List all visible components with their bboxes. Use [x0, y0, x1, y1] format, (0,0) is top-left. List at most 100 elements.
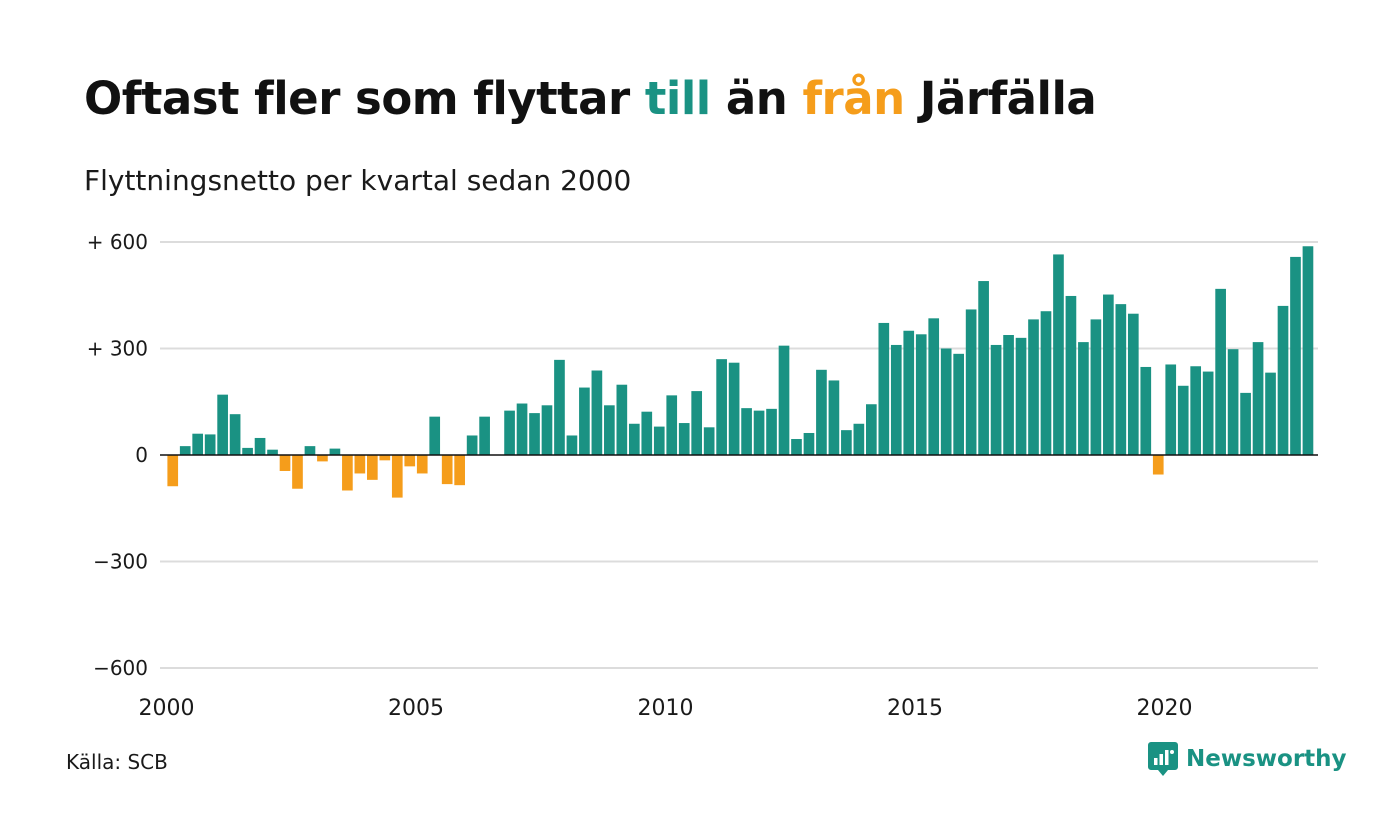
bar-2015Q3 [940, 348, 952, 455]
bar-2014Q1 [866, 404, 877, 455]
bar-2001Q2 [229, 414, 241, 455]
bar-2010Q4 [703, 427, 715, 455]
bar-2013Q2 [828, 380, 840, 455]
title-part-3: Järfälla [904, 72, 1097, 125]
bar-2002Q4 [304, 446, 316, 456]
bar-2018Q2 [1078, 342, 1089, 455]
x-tick-label: 2020 [1137, 696, 1193, 721]
bar-2010Q2 [678, 423, 690, 455]
y-tick-label: −600 [93, 656, 148, 680]
bar-2018Q4 [1103, 294, 1114, 455]
bar-2009Q3 [641, 411, 653, 455]
bar-2001Q1 [217, 394, 228, 455]
bar-2004Q2 [379, 455, 391, 461]
x-tick-label: 2010 [638, 696, 694, 721]
bar-2002Q1 [267, 449, 278, 455]
bar-2001Q3 [242, 447, 253, 455]
x-tick-label: 2005 [388, 696, 444, 721]
bar-2012Q1 [766, 408, 777, 455]
bar-2020Q3 [1190, 366, 1202, 455]
bar-2005Q4 [454, 455, 465, 486]
y-tick-label: −300 [93, 550, 148, 574]
bar-2019Q4 [1152, 455, 1164, 475]
bar-2008Q1 [566, 435, 578, 455]
bar-2007Q2 [529, 413, 540, 455]
bar-2022Q3 [1290, 256, 1301, 455]
chart-title: Oftast fler som flyttar till än från Jär… [84, 72, 1097, 125]
source-label: Källa: SCB [66, 750, 168, 774]
bar-2018Q1 [1065, 295, 1077, 455]
gridlines [160, 241, 1318, 669]
y-axis-ticks: + 600 + 300 0 −300 −600 [87, 230, 148, 680]
bar-2006Q2 [479, 416, 490, 455]
brand[interactable]: Newsworthy [1148, 742, 1347, 776]
bar-2021Q4 [1252, 342, 1264, 455]
bar-2004Q1 [367, 455, 378, 480]
bar-2003Q1 [317, 455, 328, 462]
bar-2005Q3 [441, 455, 453, 485]
y-tick-label: + 300 [87, 337, 148, 361]
bar-2011Q3 [741, 408, 752, 455]
bars [167, 246, 1314, 498]
bar-2010Q1 [666, 395, 678, 455]
bar-2020Q4 [1202, 371, 1214, 455]
x-tick-label: 2000 [139, 696, 195, 721]
bar-2019Q1 [1115, 304, 1127, 456]
bar-2020Q2 [1177, 385, 1189, 455]
bar-2000Q1 [167, 455, 179, 487]
bar-2015Q1 [915, 334, 927, 455]
bar-2016Q4 [1003, 335, 1014, 455]
bar-2002Q2 [279, 455, 291, 471]
bar-2005Q2 [429, 416, 441, 455]
bar-2003Q3 [342, 455, 353, 491]
bar-2009Q1 [616, 384, 628, 455]
bar-2022Q4 [1302, 246, 1314, 455]
bar-2021Q3 [1240, 392, 1251, 456]
bar-2005Q1 [416, 455, 428, 474]
chart-subtitle: Flyttningsnetto per kvartal sedan 2000 [84, 164, 632, 197]
bar-2014Q4 [903, 330, 915, 455]
y-tick-label: + 600 [87, 230, 148, 254]
bar-2000Q3 [192, 433, 204, 455]
bar-2007Q1 [516, 403, 528, 455]
bar-2006Q4 [504, 410, 515, 456]
bar-2022Q2 [1277, 305, 1289, 455]
bar-2017Q3 [1040, 311, 1052, 455]
bar-2008Q4 [604, 405, 615, 455]
bar-2019Q3 [1140, 366, 1152, 455]
bar-2022Q1 [1265, 372, 1276, 455]
bar-2002Q3 [292, 455, 303, 489]
bar-2013Q4 [853, 423, 865, 455]
y-tick-label: 0 [135, 443, 148, 467]
bar-2016Q1 [965, 309, 977, 455]
bar-2017Q1 [1015, 337, 1027, 455]
bar-2001Q4 [254, 437, 266, 455]
title-word-till: till [644, 72, 711, 125]
bar-2014Q3 [890, 344, 902, 455]
brand-name: Newsworthy [1186, 746, 1347, 772]
bar-2016Q3 [990, 344, 1002, 455]
bar-2003Q2 [329, 448, 341, 455]
bar-2021Q2 [1227, 349, 1239, 455]
bar-2019Q2 [1127, 313, 1139, 455]
bar-2012Q2 [778, 345, 790, 455]
bar-2008Q2 [579, 387, 590, 455]
bar-2006Q1 [466, 435, 478, 455]
bar-2017Q4 [1053, 254, 1064, 455]
bar-2014Q2 [878, 322, 890, 455]
title-part-1: Oftast fler som flyttar [84, 72, 645, 125]
bar-2003Q4 [354, 455, 366, 474]
bar-2000Q4 [204, 434, 216, 455]
bar-2004Q3 [391, 455, 403, 498]
bar-2015Q4 [953, 353, 964, 455]
bar-2013Q1 [816, 369, 827, 455]
bar-2017Q2 [1028, 319, 1039, 455]
bar-2020Q1 [1165, 364, 1177, 455]
bar-2007Q3 [541, 405, 553, 455]
title-word-fran: från [802, 72, 905, 125]
bar-2011Q1 [716, 359, 727, 455]
bar-2015Q2 [928, 318, 940, 455]
bar-2011Q2 [728, 362, 740, 455]
bar-2012Q3 [791, 439, 802, 455]
bar-2000Q2 [179, 446, 191, 456]
